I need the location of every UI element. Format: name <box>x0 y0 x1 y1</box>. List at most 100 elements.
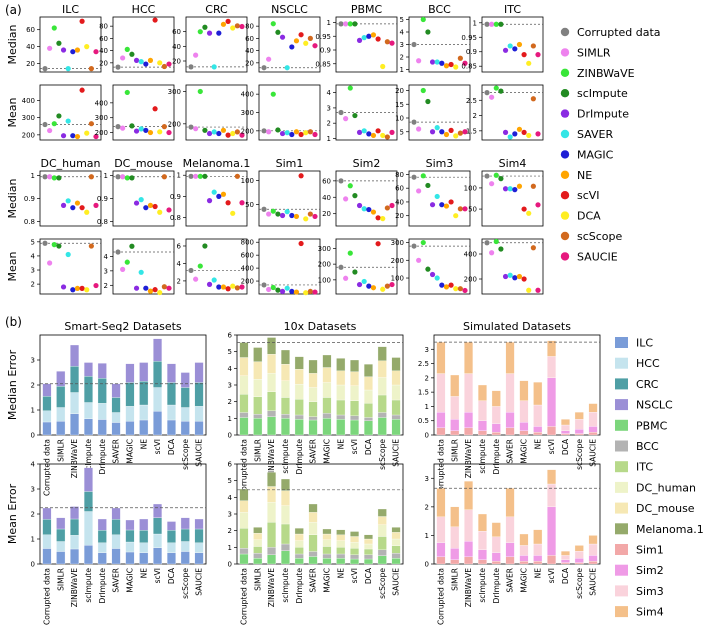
bar-segment-magic-ilc <box>125 421 135 436</box>
point-drimpute <box>502 186 509 192</box>
y-tick-label: 2.5 <box>418 360 429 368</box>
bar-segment-zinbwave-sim4 <box>464 341 474 374</box>
y-tick-label: 20 <box>322 210 331 218</box>
x-tick-label-saucie: SAUCIE <box>392 568 401 596</box>
bar-segment-scscope-pbmc <box>377 555 387 565</box>
legend-swatch-itc <box>615 461 628 473</box>
point-scscope <box>384 205 390 211</box>
bar-segment-simlr-sim4 <box>450 506 460 528</box>
y-tick-label: 3 <box>31 486 35 494</box>
y-tick-label: 2 <box>31 511 35 519</box>
point-saver <box>211 64 217 70</box>
bar-segment-zinbwave-melanoma-1 <box>267 472 277 487</box>
bar-segment-scimpute-pbmc <box>280 418 290 436</box>
point-scimpute <box>352 269 358 275</box>
x-tick-label-magic: MAGIC <box>322 439 331 464</box>
bar-segment-saucie-sim4 <box>588 535 598 545</box>
point-corrupted-data <box>188 124 194 130</box>
bar-segment-zinbwave-hcc <box>70 392 80 414</box>
point-simlr <box>343 196 349 202</box>
bar-segment-corrupted-data-hcc <box>42 534 52 549</box>
x-tick-label-ne: NE <box>139 439 148 450</box>
point-drimpute <box>429 129 436 135</box>
x-tick-label-scimpute: scImpute <box>478 439 487 474</box>
point-scimpute <box>129 243 135 249</box>
y-tick-label: 0.85 <box>461 63 477 71</box>
y-tick-label: 5 <box>228 477 232 485</box>
dataset-title-hcc: HCC <box>132 3 156 16</box>
bar-segment-scimpute-itc <box>280 397 290 415</box>
legend-swatch-hcc <box>615 357 628 369</box>
point-zinbwave <box>493 238 499 245</box>
bar-segment-drimpute-pbmc <box>294 558 304 565</box>
bar-segment-magic-sim1 <box>519 430 529 436</box>
y-tick-label: 400 <box>464 251 477 259</box>
point-magic <box>366 206 372 213</box>
bar-segment-saver-sim4 <box>505 488 515 518</box>
y-tick-label: 60 <box>26 26 35 34</box>
x-tick-label-magic: MAGIC <box>125 439 134 464</box>
x-tick-label-zinbwave: ZINBWaVE <box>267 439 276 479</box>
x-tick-label-corrupted-data: Corrupted data <box>42 568 51 625</box>
y-tick-label: 80 <box>245 23 254 31</box>
bar-segment-saucie-sim3 <box>588 411 598 427</box>
bar-segment-scscope-ilc <box>180 551 190 565</box>
bar-segment-dca-crc <box>166 530 176 543</box>
point-saver <box>361 35 367 41</box>
bar-segment-saucie-nsclc <box>194 362 204 383</box>
bar-segment-drimpute-ilc <box>97 552 107 565</box>
bar-segment-saver-dc-human <box>308 387 318 402</box>
y-tick-label: 4 <box>228 494 233 502</box>
point-saucie <box>166 129 172 136</box>
point-drimpute <box>206 30 213 36</box>
point-ne <box>443 131 450 138</box>
bar-segment-dca-dc-mouse <box>363 376 373 391</box>
bar-segment-corrupted-data-crc <box>42 396 52 411</box>
bar-segment-simlr-dc-human <box>253 379 263 397</box>
point-scvi <box>152 287 158 293</box>
x-tick-label-magic: MAGIC <box>125 568 134 593</box>
point-ne <box>370 285 377 291</box>
bar-segment-scvi-pbmc <box>350 558 360 565</box>
point-saucie <box>535 131 541 137</box>
group-title-simulated-datasets: Simulated Datasets <box>463 320 571 333</box>
bar-segment-magic-melanoma-1 <box>322 354 332 368</box>
bar-segment-magic-nsclc <box>125 363 135 383</box>
plot-frame <box>335 238 398 295</box>
bar-segment-scscope-itc <box>377 394 387 413</box>
y-tick-label: 4 <box>177 260 182 268</box>
bar-segment-saucie-pbmc <box>391 558 401 565</box>
point-drimpute <box>356 129 363 135</box>
point-dca <box>380 132 386 139</box>
point-drimpute <box>206 130 213 137</box>
y-tick-label: 0.85 <box>315 60 331 68</box>
point-zinbwave <box>124 175 130 181</box>
y-tick-label: 80 <box>395 171 404 179</box>
y-tick-label: 100 <box>318 276 331 284</box>
plot-frame <box>112 16 175 73</box>
point-scimpute <box>275 287 281 293</box>
x-tick-label-zinbwave: ZINBWaVE <box>464 439 473 479</box>
bar-segment-scvi-nsclc <box>153 503 163 518</box>
bar-segment-saver-sim3 <box>505 516 515 543</box>
bar-segment-dca-nsclc <box>166 521 176 531</box>
point-simlr <box>47 260 53 266</box>
y-tick-label: 4 <box>327 89 332 97</box>
point-scvi <box>298 240 304 247</box>
bar-segment-scimpute-crc <box>83 491 93 512</box>
bar-segment-saucie-melanoma-1 <box>391 527 401 533</box>
point-scvi <box>225 200 231 206</box>
point-magic <box>70 49 76 55</box>
bar-segment-ne-sim4 <box>533 529 543 545</box>
bar-segment-magic-sim1 <box>519 560 529 565</box>
y-tick-label: 60 <box>245 35 254 43</box>
point-scscope <box>457 206 463 212</box>
point-dca <box>84 209 90 215</box>
bar-segment-zinbwave-hcc <box>70 535 80 550</box>
y-tick-label: 4 <box>400 29 405 37</box>
plot-frame <box>39 238 102 295</box>
dataset-title-sim2: Sim2 <box>353 157 381 170</box>
y-tick-label: 2 <box>104 282 108 290</box>
bar-segment-corrupted-data-ilc <box>42 548 52 565</box>
bar-segment-zinbwave-sim1 <box>464 427 474 436</box>
